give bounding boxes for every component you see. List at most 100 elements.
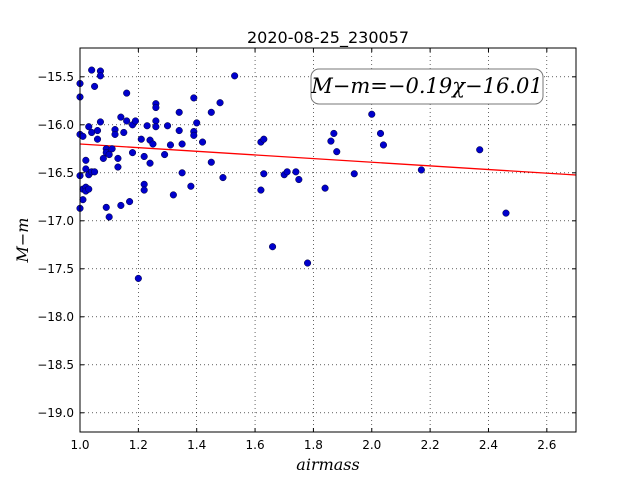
data-point [321,184,329,192]
data-point [260,170,268,178]
y-tick-label: −17.5 [37,262,74,276]
data-point [231,72,239,80]
data-point [175,108,183,116]
data-point [207,158,215,166]
data-point [163,122,172,130]
data-point [146,159,154,167]
x-tick-label: 1.4 [187,438,206,452]
data-point [91,168,99,176]
data-point [85,123,93,131]
data-point [350,170,358,178]
ticks-layer: 1.0 1.2 1.4 1.6 1.8 2.0 2.2 2.4 2.6 −15.5 −16.0 −16… [37,48,576,452]
equation-box [310,68,544,105]
data-point [295,175,303,184]
y-tick-label: −17.0 [37,214,74,228]
data-point [283,168,291,176]
data-point [376,129,385,137]
x-axis-label: airmass [296,455,359,474]
x-tick-label: 1.8 [304,438,323,452]
data-point [134,274,142,282]
grid [79,48,576,432]
data-point [79,132,87,140]
data-point [96,72,104,80]
data-point [79,196,87,204]
data-point [128,149,137,157]
data-point [114,163,122,171]
data-point [143,122,151,130]
y-tick-label: −18.5 [37,358,74,372]
data-point [96,118,104,126]
axes-frame [79,47,577,433]
data-point [368,110,376,118]
data-point [114,154,122,162]
x-tick-label: 1.0 [70,438,89,452]
fit-line [79,143,577,176]
data-point [379,141,387,149]
y-tick-label: −16.5 [37,166,74,180]
data-point [88,66,96,74]
data-point [207,108,215,116]
data-point [330,129,338,137]
data-point [152,123,160,131]
data-point [178,169,186,177]
data-point [216,99,224,107]
y-tick-label: −19.0 [37,406,74,420]
data-point [260,135,268,143]
data-point [91,82,99,90]
x-tick-label: 2.0 [362,438,381,452]
data-point [137,135,145,143]
data-point [102,203,110,211]
points-layer [76,66,510,282]
y-axis-label: M−m [13,218,32,264]
y-tick-label: −16.0 [37,118,74,132]
data-point [327,137,335,145]
data-point [140,186,148,194]
data-point [123,117,131,125]
data-point [85,185,93,193]
chart-title: 2020-08-25_230057 [247,28,409,48]
data-point [178,140,186,148]
data-point [166,141,174,149]
data-point [187,182,195,190]
data-point [123,89,131,97]
fit-layer [79,143,577,176]
data-point [120,128,128,137]
data-point [105,151,113,159]
data-point [269,243,277,251]
data-point [193,119,201,127]
data-point [161,151,169,159]
data-point [417,166,425,174]
data-point [292,168,300,176]
x-tick-label: 2.2 [421,438,440,452]
data-point [190,94,198,102]
y-tick-label: −15.5 [37,70,74,84]
data-point [152,103,160,112]
data-point [257,186,265,194]
data-point [105,213,113,221]
data-point [131,117,139,125]
data-point [175,127,183,135]
data-point [140,152,148,161]
data-point [169,191,177,199]
x-tick-label: 2.6 [537,438,556,452]
data-point [117,201,125,209]
equation-text: M−m=−0.19χ−16.01 [310,74,542,98]
data-point [117,113,125,121]
data-point [333,148,341,156]
data-point [82,156,90,164]
data-point [149,140,157,148]
data-point [108,145,116,153]
data-point [219,174,227,182]
x-tick-label: 1.6 [246,438,265,452]
data-point [93,135,102,143]
data-point [99,154,107,162]
data-point [476,146,484,154]
data-point [190,131,198,139]
data-point [198,138,207,146]
x-tick-label: 2.4 [479,438,498,452]
data-point [304,259,312,267]
data-point [502,209,510,217]
equation-annotation: M−m=−0.19χ−16.01 [310,68,544,105]
y-tick-label: −18.0 [37,310,74,324]
